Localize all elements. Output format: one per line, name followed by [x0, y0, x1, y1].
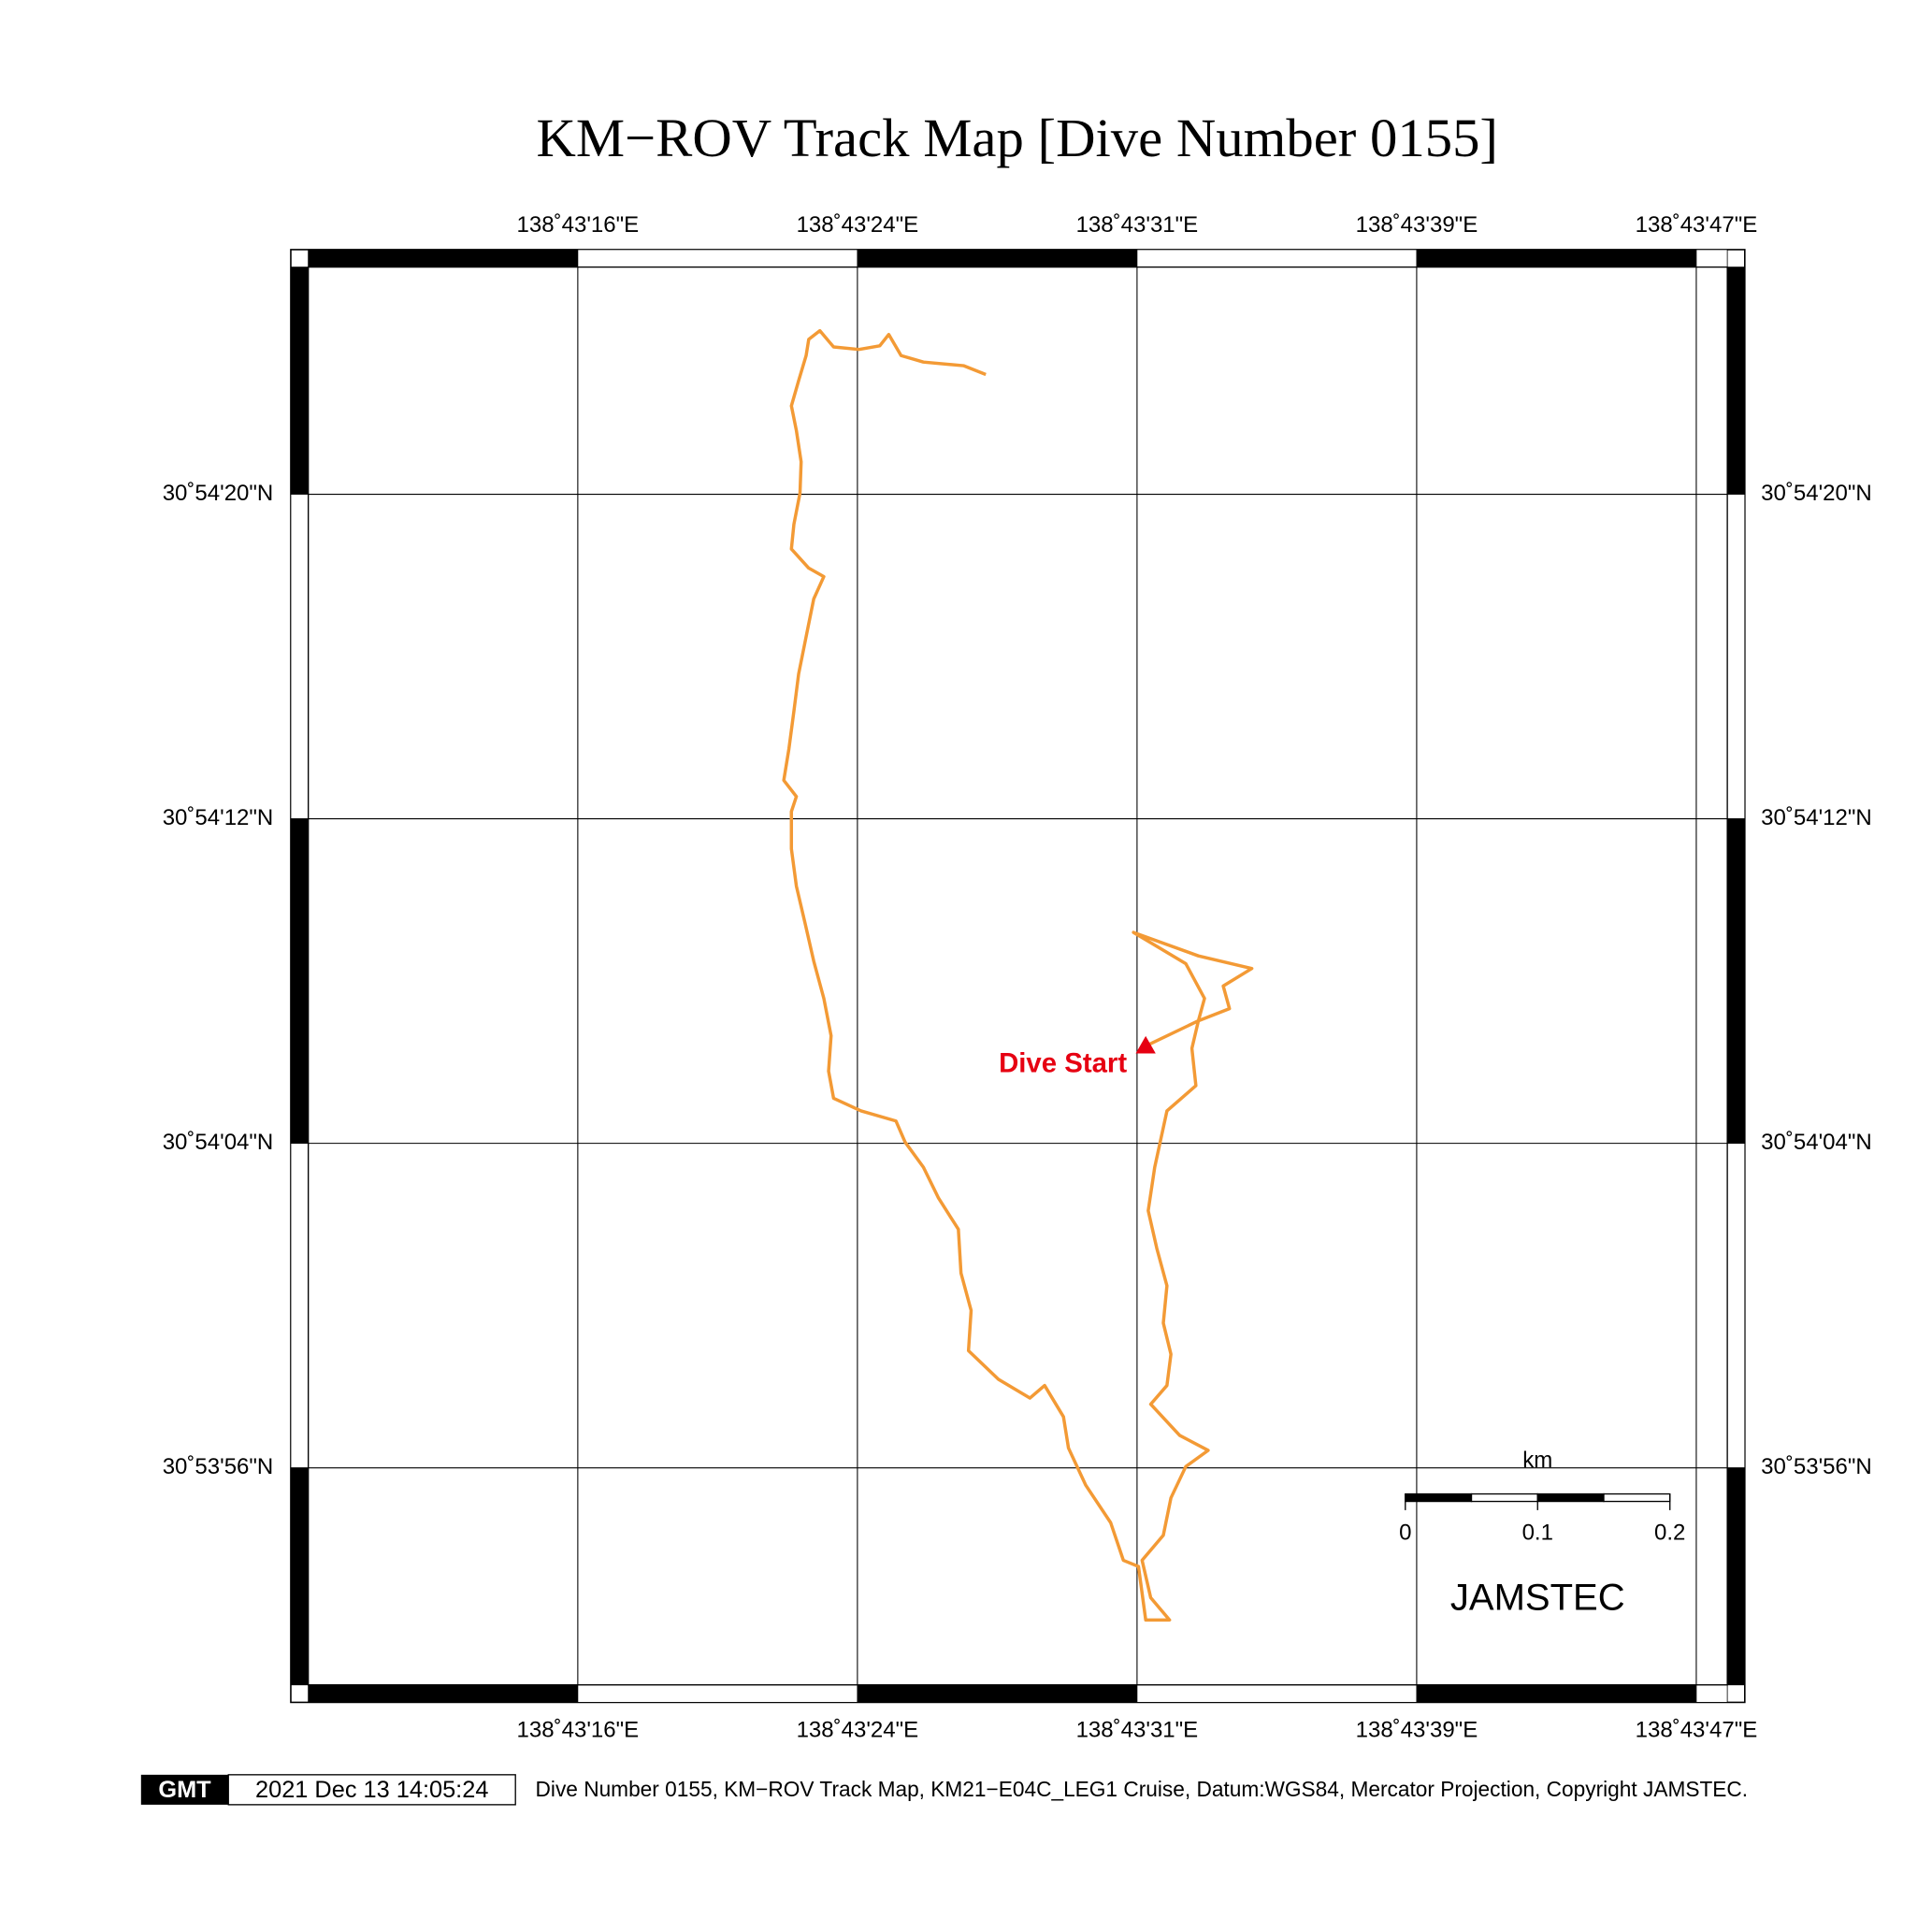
- frame-bar: [1726, 818, 1746, 1145]
- frame-bar: [1726, 494, 1746, 819]
- frame-bar: [290, 494, 310, 819]
- jamstec-logo: JAMSTEC: [1450, 1578, 1625, 1619]
- scale-segment: [1405, 1492, 1473, 1503]
- frame-bar: [1136, 1684, 1418, 1703]
- x-tick-label: 138˚43'24"E: [797, 212, 919, 238]
- frame-bar: [1726, 1143, 1746, 1469]
- frame-bar: [1416, 249, 1697, 268]
- dive-track: [782, 328, 1254, 1622]
- timestamp-box: [227, 1774, 516, 1806]
- scale-segment: [1470, 1492, 1538, 1503]
- x-tick-label: 138˚43'31"E: [1076, 212, 1199, 238]
- map-frame: [290, 249, 1746, 1704]
- frame-bar: [577, 1684, 858, 1703]
- scale-tick-label: 0.1: [1522, 1521, 1553, 1546]
- frame-bar: [1695, 249, 1728, 268]
- frame-bar: [290, 1467, 310, 1686]
- timestamp: 2021 Dec 13 14:05:24: [255, 1777, 488, 1803]
- x-tick-label: 138˚43'16"E: [517, 212, 640, 238]
- x-tick-label: 138˚43'47"E: [1636, 1717, 1758, 1742]
- frame-bar: [1726, 1467, 1746, 1686]
- scale-tick-label: 0: [1399, 1521, 1411, 1546]
- map-title: KM−ROV Track Map [Dive Number 0155]: [536, 108, 1498, 168]
- scale-segment: [1603, 1492, 1671, 1503]
- x-tick-label: 138˚43'24"E: [797, 1717, 919, 1742]
- x-tick-label: 138˚43'47"E: [1636, 212, 1758, 238]
- frame-bar: [857, 249, 1138, 268]
- frame-bar: [1726, 267, 1746, 495]
- frame-bar: [1695, 1684, 1728, 1703]
- gmt-logo-box: [140, 1774, 229, 1805]
- caption: Dive Number 0155, KM−ROV Track Map, KM21…: [536, 1777, 1749, 1801]
- scale-segment: [1536, 1492, 1605, 1503]
- frame-bar: [577, 249, 858, 268]
- y-tick-label: 30˚53'56"N: [1761, 1454, 1872, 1479]
- x-tick-label: 138˚43'39"E: [1356, 212, 1478, 238]
- frame-bar: [1416, 1684, 1697, 1703]
- x-tick-label: 138˚43'16"E: [517, 1717, 640, 1742]
- dive-start-marker: [1135, 1035, 1156, 1054]
- y-tick-label: 30˚54'04"N: [163, 1130, 274, 1155]
- y-tick-label: 30˚54'20"N: [163, 481, 274, 506]
- dive-start-label: Dive Start: [999, 1047, 1127, 1078]
- frame-bar: [290, 1143, 310, 1469]
- y-tick-label: 30˚54'20"N: [1761, 481, 1872, 506]
- y-tick-label: 30˚54'04"N: [1761, 1130, 1872, 1155]
- scale-tick-label: 0.2: [1654, 1521, 1685, 1546]
- frame-bar: [290, 267, 310, 495]
- frame-bar: [308, 249, 579, 268]
- frame-bar: [308, 1684, 579, 1703]
- scale-unit: km: [1522, 1448, 1552, 1473]
- y-tick-label: 30˚53'56"N: [163, 1454, 274, 1479]
- footer: GMT 2021 Dec 13 14:05:24 Dive Number 015…: [140, 1774, 1749, 1806]
- y-tick-label: 30˚54'12"N: [1761, 805, 1872, 830]
- y-tick-label: 30˚54'12"N: [163, 805, 274, 830]
- gmt-logo: GMT: [158, 1777, 211, 1803]
- frame-bar: [857, 1684, 1138, 1703]
- x-tick-label: 138˚43'31"E: [1076, 1717, 1199, 1742]
- x-tick-label: 138˚43'39"E: [1356, 1717, 1478, 1742]
- frame-bar: [1136, 249, 1418, 268]
- map-inner-frame: [307, 266, 1728, 1686]
- frame-bar: [290, 818, 310, 1145]
